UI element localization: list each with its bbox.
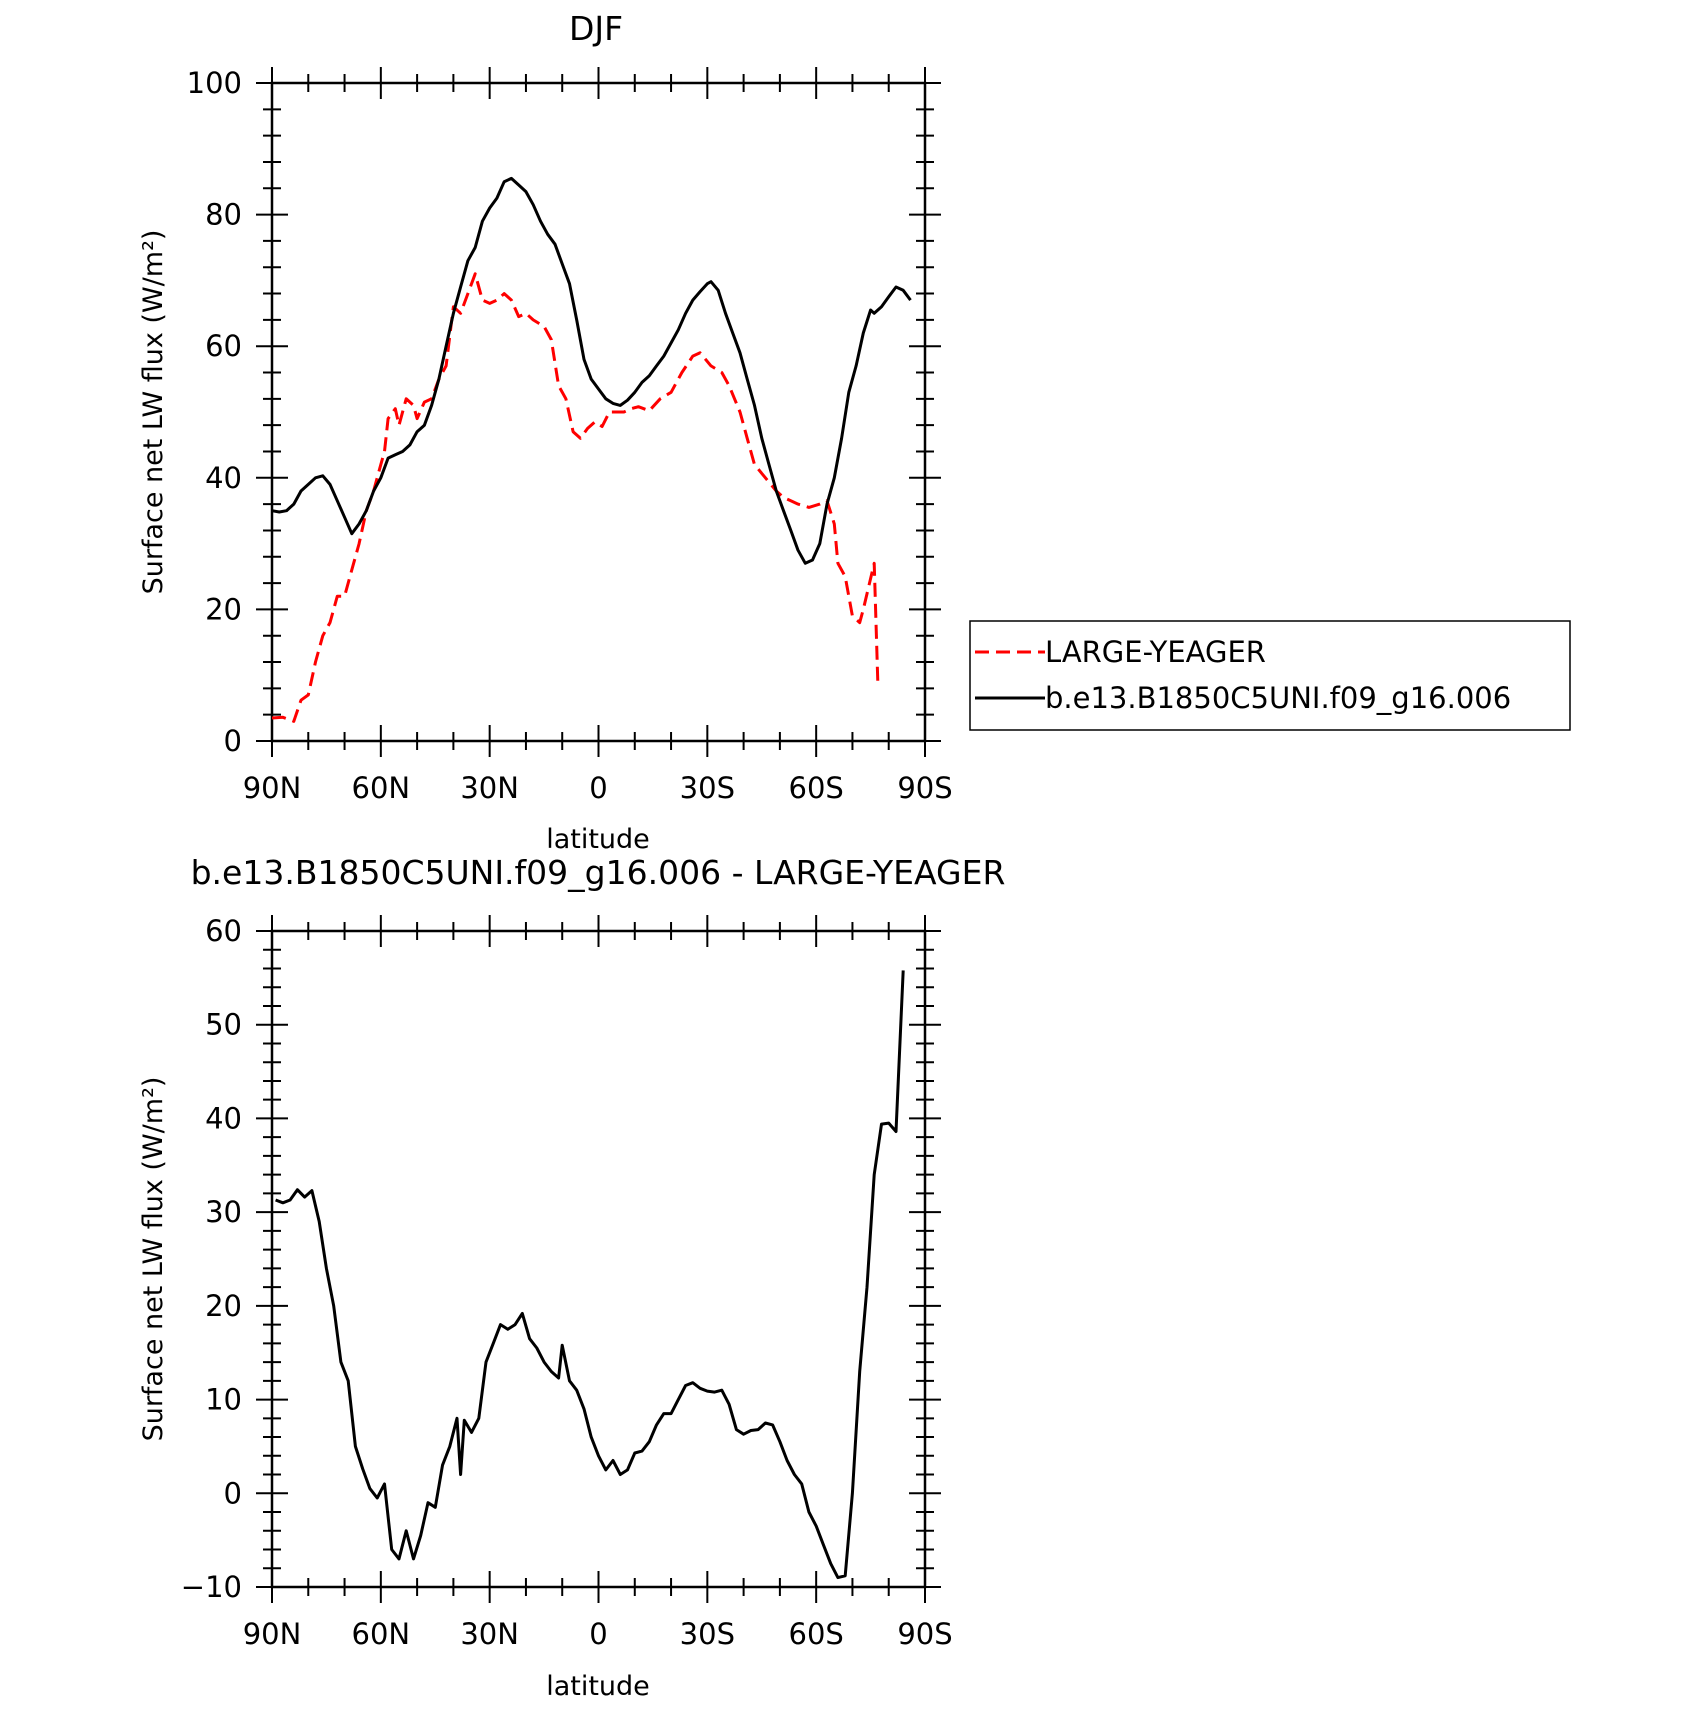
x-tick-label: 30N	[460, 771, 519, 805]
top-panel-series	[271, 176, 912, 723]
x-tick-label: 30N	[460, 1617, 519, 1651]
x-tick-label: 90N	[243, 771, 302, 805]
bottom-panel-xlabel: latitude	[546, 1671, 650, 1702]
y-tick-label: 40	[205, 461, 242, 495]
x-tick-label: 0	[589, 771, 607, 805]
y-tick-label: −10	[181, 1570, 242, 1604]
x-tick-label: 30S	[680, 1617, 735, 1651]
y-tick-label: 80	[205, 198, 242, 232]
bottom-panel-series	[275, 970, 905, 1580]
x-tick-label: 60S	[789, 1617, 844, 1651]
y-tick-label: 10	[205, 1383, 242, 1417]
legend-box	[969, 620, 1571, 731]
bottom-panel-title: b.e13.B1850C5UNI.f09_g16.006 - LARGE-YEA…	[191, 853, 1006, 892]
series-line-model	[271, 176, 912, 565]
bottom-panel-ticks: −10 0 10 20 30 40 50 60 90N 60N 30N 0 30S 60S 90S	[181, 914, 953, 1651]
y-tick-label: 0	[224, 724, 242, 758]
bottom-panel-ylabel: Surface net LW flux (W/m²)	[138, 1077, 169, 1442]
y-tick-label: 30	[205, 1195, 242, 1229]
x-tick-label: 0	[589, 1617, 607, 1651]
y-tick-label: 0	[224, 1476, 242, 1510]
top-panel-ylabel: Surface net LW flux (W/m²)	[138, 230, 169, 595]
top-panel-title: DJF	[569, 9, 623, 48]
y-tick-label: 20	[205, 1289, 242, 1323]
y-tick-label: 60	[205, 329, 242, 363]
y-tick-label: 40	[205, 1101, 242, 1135]
y-tick-label: 60	[205, 914, 242, 948]
y-tick-label: 50	[205, 1008, 242, 1042]
legend: LARGE-YEAGER b.e13.B1850C5UNI.f09_g16.00…	[969, 620, 1571, 731]
x-tick-label: 90S	[897, 1617, 952, 1651]
y-tick-label: 20	[205, 592, 242, 626]
x-tick-label: 60N	[352, 771, 411, 805]
bottom-panel: b.e13.B1850C5UNI.f09_g16.006 - LARGE-YEA…	[138, 853, 1005, 1702]
x-tick-label: 30S	[680, 771, 735, 805]
x-tick-label: 60S	[789, 771, 844, 805]
y-tick-label: 100	[187, 66, 242, 100]
x-tick-label: 90S	[897, 771, 952, 805]
legend-label-large-yeager: LARGE-YEAGER	[1045, 635, 1266, 669]
top-panel: DJF 0 20 40 60 80 100 90N 60N 30N 0 30S 60S 90S lati…	[138, 9, 953, 855]
series-line-large-yeager	[271, 272, 880, 723]
legend-label-model: b.e13.B1850C5UNI.f09_g16.006	[1045, 681, 1511, 715]
x-tick-label: 60N	[352, 1617, 411, 1651]
top-panel-ticks: 0 20 40 60 80 100 90N 60N 30N 0 30S 60S 90S	[187, 66, 953, 805]
series-line-difference	[275, 970, 905, 1580]
x-tick-label: 90N	[243, 1617, 302, 1651]
top-panel-plot-frame	[270, 81, 927, 743]
top-panel-xlabel: latitude	[546, 824, 650, 855]
